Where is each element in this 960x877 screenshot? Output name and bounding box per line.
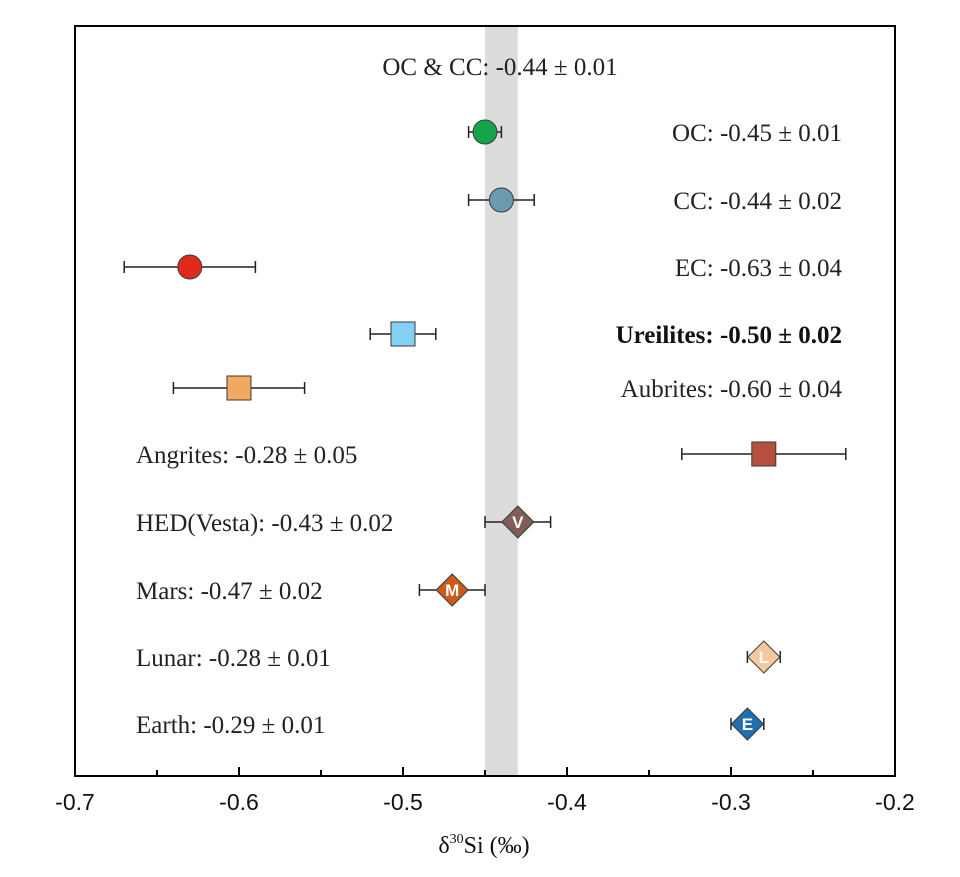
point-cc: CC: -0.44 ± 0.02 — [467, 187, 842, 215]
point-ureilites: Ureilites: -0.50 ± 0.02 — [369, 321, 842, 349]
diamond-marker — [501, 505, 535, 539]
circle-marker — [177, 254, 203, 280]
x-axis-label: δ30Si (‰) — [438, 832, 529, 859]
data-points: OC: -0.45 ± 0.01 CC: -0.44 ± 0.02 EC: -0.6… — [123, 119, 847, 741]
diamond-marker — [435, 573, 469, 607]
x-tick-label: -0.2 — [875, 789, 915, 815]
marker-letter: E — [742, 715, 753, 734]
diamond-marker — [730, 707, 765, 741]
square-marker — [751, 441, 777, 467]
oc-cc-band — [485, 26, 518, 776]
series-label: EC: -0.63 ± 0.04 — [675, 255, 843, 282]
point-mars: M Mars: -0.47 ± 0.02 — [136, 573, 486, 607]
series-label: Lunar: -0.28 ± 0.01 — [136, 645, 331, 672]
square-marker — [226, 375, 252, 401]
circle-marker — [472, 119, 498, 145]
series-label: Aubrites: -0.60 ± 0.04 — [621, 376, 843, 403]
marker-letter: V — [512, 513, 524, 532]
series-label: OC: -0.45 ± 0.01 — [672, 120, 842, 147]
series-label: HED(Vesta): -0.43 ± 0.02 — [136, 510, 393, 537]
x-tick-label: -0.5 — [383, 789, 423, 815]
point-aubrites: Aubrites: -0.60 ± 0.04 — [172, 375, 843, 403]
series-label: Earth: -0.29 ± 0.01 — [136, 712, 325, 739]
point-lunar: L Lunar: -0.28 ± 0.01 — [136, 640, 781, 674]
x-tick-label: -0.6 — [219, 789, 259, 815]
point-angrites: Angrites: -0.28 ± 0.05 — [136, 441, 847, 469]
series-label: CC: -0.44 ± 0.02 — [673, 188, 842, 215]
x-tick-label: -0.3 — [711, 789, 751, 815]
series-label: Ureilites: -0.50 ± 0.02 — [616, 322, 842, 349]
point-earth: E Earth: -0.29 ± 0.01 — [136, 707, 765, 741]
marker-letter: L — [759, 648, 769, 667]
x-axis-label-prefix: δ — [438, 833, 449, 859]
series-label: Angrites: -0.28 ± 0.05 — [136, 442, 357, 469]
x-axis-label-sup: 30 — [450, 832, 464, 847]
series-label: Mars: -0.47 ± 0.02 — [136, 578, 323, 605]
point-hed-vesta: V HED(Vesta): -0.43 ± 0.02 — [136, 505, 552, 539]
point-ec: EC: -0.63 ± 0.04 — [123, 254, 843, 282]
circle-marker — [488, 187, 514, 213]
square-marker — [390, 321, 416, 347]
x-axis-label-suffix: Si (‰) — [464, 833, 530, 859]
band-label: OC & CC: -0.44 ± 0.01 — [382, 54, 617, 81]
x-tick-label: -0.4 — [547, 789, 587, 815]
marker-letter: M — [445, 581, 459, 600]
diamond-marker — [747, 640, 781, 674]
x-axis: -0.7 -0.6 -0.5 -0.4 -0.3 -0.2 — [55, 767, 915, 815]
point-oc: OC: -0.45 ± 0.01 — [467, 119, 842, 147]
x-tick-label: -0.7 — [55, 789, 95, 815]
